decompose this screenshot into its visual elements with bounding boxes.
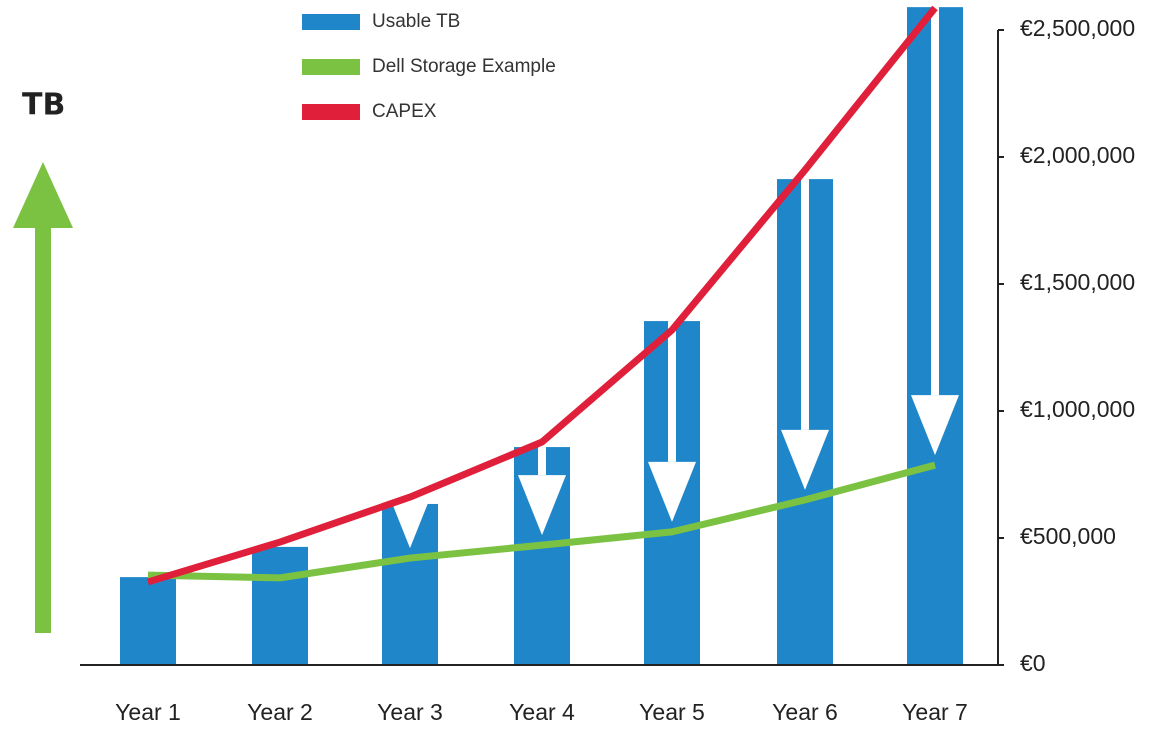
line	[146, 5, 938, 586]
x-tick-label: Year 5	[639, 699, 705, 725]
up-arrow	[13, 162, 73, 633]
arrow-head	[781, 429, 829, 490]
arrow-head	[648, 461, 696, 522]
legend-label: CAPEX	[372, 101, 437, 122]
legend-label: Dell Storage Example	[372, 56, 556, 77]
legend-swatch	[302, 59, 360, 75]
bar	[252, 546, 308, 665]
x-tick-label: Year 2	[247, 699, 313, 725]
y-axis-label: TB	[22, 88, 65, 123]
legend-swatch	[302, 14, 360, 30]
y-tick-label: €500,000	[1020, 523, 1116, 549]
x-tick-label: Year 4	[509, 699, 575, 725]
arrow-shaft	[931, 7, 939, 396]
arrow-shaft	[538, 447, 546, 476]
bar	[120, 577, 176, 665]
x-tick-label: Year 6	[772, 699, 838, 725]
x-tick-label: Year 3	[377, 699, 443, 725]
arrow-shaft	[801, 179, 809, 430]
arrow-shaft	[668, 321, 676, 462]
arrow-head	[518, 475, 566, 536]
legend-swatch	[302, 104, 360, 120]
y-tick-label: €2,000,000	[1020, 142, 1135, 168]
y-tick-label: €0	[1020, 650, 1046, 676]
arrow-head	[911, 395, 959, 456]
legend-label: Usable TB	[372, 11, 460, 32]
line	[147, 461, 936, 582]
y-tick-label: €1,500,000	[1020, 269, 1135, 295]
y-tick-label: €1,000,000	[1020, 396, 1135, 422]
x-tick-label: Year 1	[115, 699, 181, 725]
x-tick-label: Year 7	[902, 699, 968, 725]
y-tick-label: €2,500,000	[1020, 15, 1135, 41]
